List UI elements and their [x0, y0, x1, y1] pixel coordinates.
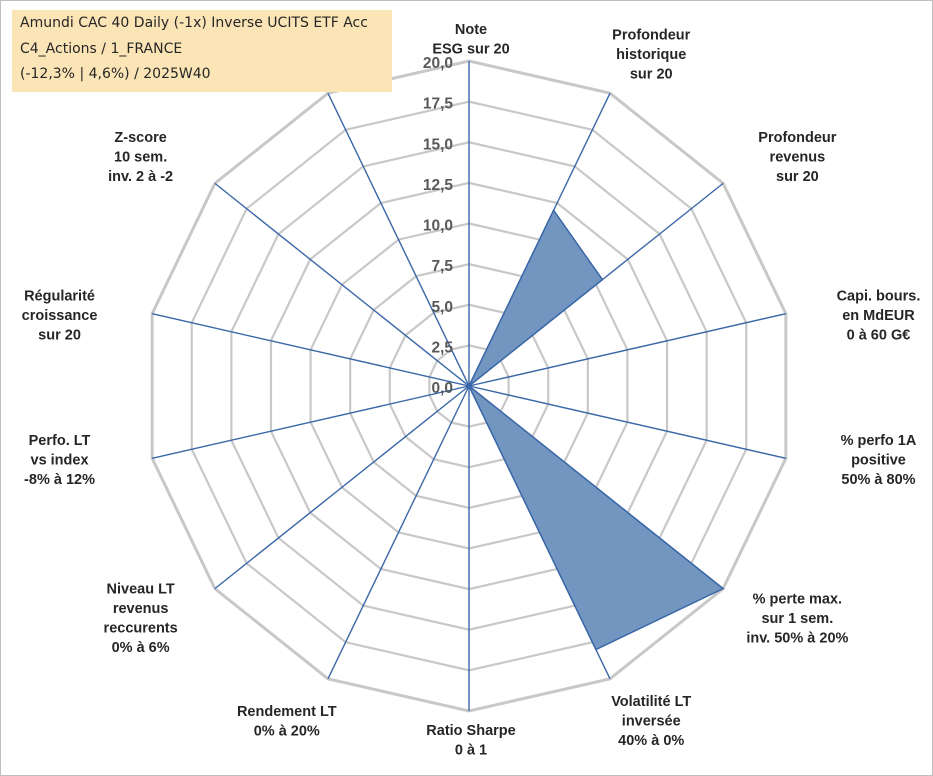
axis-label-11: Régularité croissance sur 20: [22, 288, 98, 343]
axis-label-11-line-1: croissance: [22, 308, 98, 324]
axis-label-1-line-0: Profondeur: [612, 27, 690, 43]
data-point-1: [552, 209, 555, 212]
tick-label-4: 10,0: [423, 218, 453, 235]
axis-label-2-line-0: Profondeur: [758, 130, 836, 146]
axis-spoke-4: [468, 385, 787, 460]
tick-label-3: 7,5: [431, 258, 453, 275]
data-point-2: [601, 278, 604, 281]
axis-label-9-line-3: 0% à 6%: [112, 640, 170, 656]
axis-label-0-line-1: ESG sur 20: [432, 42, 509, 58]
axis-label-7-line-1: 0 à 1: [455, 743, 487, 759]
axis-label-6: Volatilité LT inversée 40% à 0%: [611, 694, 691, 749]
axis-label-9-line-1: revenus: [113, 601, 169, 617]
axis-label-5-line-1: sur 1 sem.: [761, 611, 833, 627]
axis-label-10-line-0: Perfo. LT: [29, 433, 91, 449]
axis-label-3-line-1: en MdEUR: [842, 308, 915, 324]
axis-label-8-line-0: Rendement LT: [237, 704, 337, 720]
axis-label-4: % perfo 1A positive 50% à 80%: [841, 433, 917, 488]
info-box: Amundi CAC 40 Daily (-1x) Inverse UCITS …: [12, 10, 392, 92]
axis-label-2-line-1: revenus: [770, 150, 826, 166]
axis-label-1-line-1: historique: [616, 47, 686, 63]
axis-label-12: Z-score 10 sem. inv. 2 à -2: [108, 130, 173, 185]
axis-label-0: Note ESG sur 20: [432, 22, 509, 58]
axis-label-6-line-0: Volatilité LT: [611, 694, 691, 710]
axis-label-9-line-0: Niveau LT: [107, 582, 175, 598]
axis-label-2-line-2: sur 20: [776, 169, 819, 185]
tick-label-8: 20,0: [423, 55, 453, 72]
axis-label-5-line-0: % perte max.: [753, 591, 842, 607]
axis-label-10: Perfo. LT vs index -8% à 12%: [24, 433, 95, 488]
tick-label-0: 0,0: [431, 380, 453, 397]
axis-label-11-line-2: sur 20: [38, 327, 81, 343]
axis-label-1: Profondeur historique sur 20: [612, 27, 690, 82]
info-category: C4_Actions / 1_FRANCE: [20, 41, 183, 57]
axis-label-12-line-1: 10 sem.: [114, 150, 167, 166]
axis-label-6-line-1: inversée: [622, 714, 681, 730]
info-performance: (-12,3% | 4,6%) / 2025W40: [20, 66, 211, 82]
axis-label-12-line-0: Z-score: [114, 130, 166, 146]
tick-label-6: 15,0: [423, 136, 453, 153]
axis-label-7-line-0: Ratio Sharpe: [426, 723, 515, 739]
axis-label-5-line-2: inv. 50% à 20%: [746, 630, 848, 646]
axis-spoke-13: [327, 92, 470, 387]
axis-spoke-9: [214, 385, 470, 590]
axis-label-3-line-2: 0 à 60 G€: [847, 327, 911, 343]
axis-label-12-line-2: inv. 2 à -2: [108, 169, 173, 185]
axis-spoke-11: [151, 312, 470, 387]
axis-label-4-line-0: % perfo 1A: [841, 433, 917, 449]
axis-label-4-line-1: positive: [851, 453, 906, 469]
axis-spoke-3: [468, 312, 787, 387]
axis-label-1-line-2: sur 20: [630, 66, 673, 82]
data-point-5: [722, 587, 724, 590]
axis-label-5: % perte max. sur 1 sem. inv. 50% à 20%: [746, 591, 848, 646]
tick-label-1: 2,5: [431, 339, 453, 356]
axis-label-3-line-0: Capi. bours.: [837, 288, 921, 304]
axis-label-0-line-0: Note: [455, 22, 487, 38]
axis-label-2: Profondeur revenus sur 20: [758, 130, 836, 185]
series-area: [468, 209, 724, 651]
tick-labels: 0,0 2,5 5,0 7,5 10,0 12,5 15,0 17,5 20,0: [423, 55, 454, 397]
axis-label-8-line-1: 0% à 20%: [254, 723, 320, 739]
axis-label-11-line-0: Régularité: [24, 288, 95, 304]
axis-spoke-8: [327, 385, 470, 680]
tick-label-7: 17,5: [423, 96, 454, 113]
data-series: [468, 209, 724, 651]
axis-label-7: Ratio Sharpe 0 à 1: [426, 723, 515, 759]
axis-spoke-12: [214, 182, 470, 387]
tick-label-5: 12,5: [423, 177, 454, 194]
info-fund-name: Amundi CAC 40 Daily (-1x) Inverse UCITS …: [20, 15, 368, 31]
axis-label-10-line-1: vs index: [31, 453, 89, 469]
tick-label-2: 5,0: [431, 299, 453, 316]
axis-label-9: Niveau LT revenus reccurents 0% à 6%: [104, 582, 178, 657]
axis-label-6-line-2: 40% à 0%: [618, 733, 684, 749]
data-point-6: [595, 648, 597, 651]
axis-label-8: Rendement LT 0% à 20%: [237, 704, 337, 740]
axis-label-9-line-2: reccurents: [104, 621, 178, 637]
axis-label-10-line-2: -8% à 12%: [24, 472, 95, 488]
axis-label-4-line-2: 50% à 80%: [841, 472, 915, 488]
axis-label-3: Capi. bours. en MdEUR 0 à 60 G€: [837, 288, 921, 343]
data-point-13: [468, 385, 470, 387]
axis-spoke-10: [151, 385, 470, 460]
